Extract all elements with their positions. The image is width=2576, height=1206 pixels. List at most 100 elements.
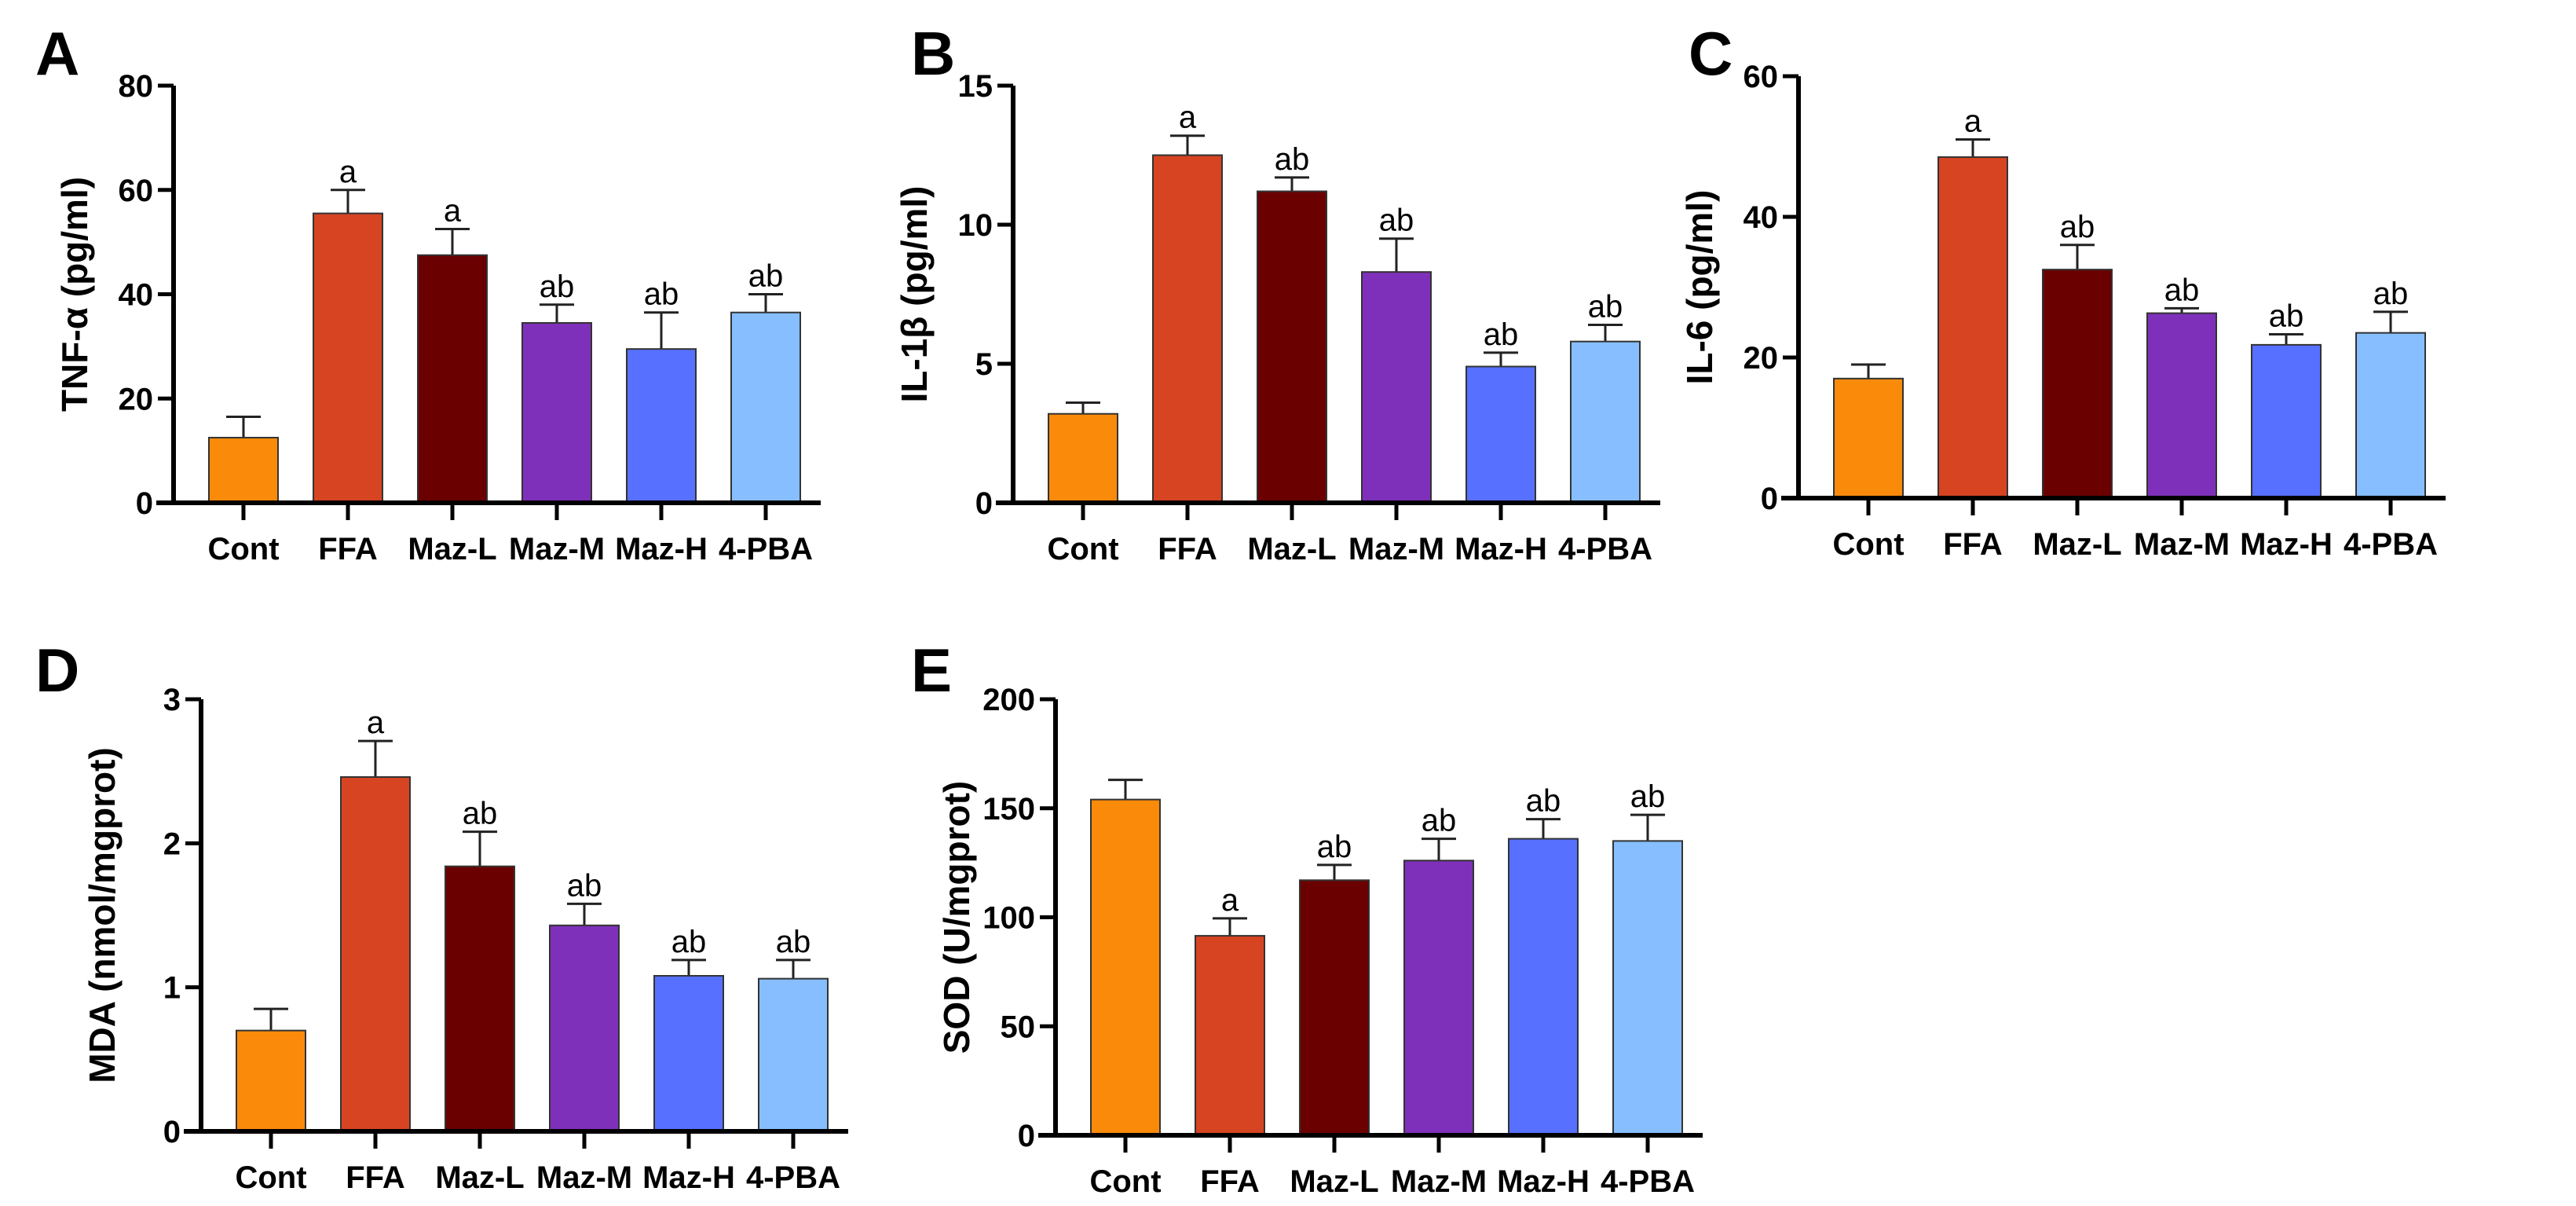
y-axis-title: MDA (nmol/mgprot) bbox=[82, 747, 123, 1083]
x-tick-label: Maz-L bbox=[1290, 1164, 1378, 1199]
bar-ffa bbox=[1195, 935, 1265, 1137]
significance-label: ab bbox=[540, 269, 575, 304]
bar-maz-m bbox=[1403, 860, 1474, 1136]
y-tick-label: 40 bbox=[119, 278, 154, 313]
x-tick-label: Maz-H bbox=[642, 1160, 735, 1195]
y-axis-title: IL-6 (pg/ml) bbox=[1679, 190, 1720, 385]
x-tick-label: Maz-H bbox=[615, 532, 708, 566]
y-tick-label: 100 bbox=[982, 901, 1035, 936]
bar-maz-h bbox=[2251, 343, 2322, 500]
significance-label: ab bbox=[1526, 784, 1561, 819]
panel-label: C bbox=[1689, 19, 1733, 88]
bar-cont bbox=[236, 1029, 306, 1132]
y-tick-label: 1 bbox=[163, 971, 181, 1006]
panel-label: D bbox=[35, 636, 79, 705]
x-tick-label: 4-PBA bbox=[719, 532, 813, 566]
x-tick-label: 4-PBA bbox=[1601, 1164, 1695, 1199]
bar-maz-h bbox=[1465, 365, 1536, 504]
y-tick-label: 80 bbox=[119, 69, 154, 104]
y-tick-label: 20 bbox=[1744, 341, 1779, 376]
x-tick-label: Maz-L bbox=[435, 1160, 524, 1195]
bar-maz-l bbox=[445, 865, 515, 1132]
x-tick-label: Cont bbox=[1047, 532, 1118, 566]
x-tick-label: Maz-H bbox=[1454, 532, 1547, 566]
significance-label: ab bbox=[567, 868, 602, 903]
x-tick-label: Maz-M bbox=[536, 1160, 632, 1195]
panel-label: E bbox=[911, 636, 952, 705]
significance-label: ab bbox=[1317, 830, 1352, 864]
panel-b: B 0 5 10 15 IL-1β (pg/ml) Cont a FFA ab Maz-L ab Maz… bbox=[894, 19, 1660, 566]
significance-label: ab bbox=[776, 925, 811, 959]
y-axis-title: TNF-α (pg/ml) bbox=[54, 177, 95, 412]
significance-label: ab bbox=[1588, 289, 1623, 324]
y-tick-label: 150 bbox=[982, 792, 1035, 827]
x-tick-label: Maz-M bbox=[1391, 1164, 1487, 1199]
x-tick-label: Maz-M bbox=[1348, 532, 1444, 566]
x-tick-label: Maz-M bbox=[509, 532, 605, 566]
x-tick-label: FFA bbox=[346, 1160, 405, 1195]
significance-label: a bbox=[1179, 101, 1197, 135]
y-tick-label: 50 bbox=[1001, 1010, 1036, 1044]
x-tick-label: Cont bbox=[1832, 527, 1904, 562]
significance-label: ab bbox=[1630, 779, 1666, 814]
significance-label: a bbox=[444, 194, 462, 229]
panel-label: B bbox=[911, 19, 955, 88]
y-tick-label: 20 bbox=[119, 382, 154, 416]
significance-label: ab bbox=[2060, 210, 2095, 244]
bar-ffa bbox=[340, 776, 411, 1132]
x-tick-label: FFA bbox=[1200, 1164, 1260, 1199]
bar-4-pba bbox=[2355, 332, 2426, 499]
bar-maz-l bbox=[417, 254, 488, 504]
bar-cont bbox=[208, 437, 279, 504]
bar-maz-h bbox=[626, 348, 697, 504]
bar-maz-l bbox=[1257, 190, 1327, 504]
significance-label: ab bbox=[671, 925, 707, 959]
x-tick-label: Maz-M bbox=[2134, 527, 2230, 562]
x-tick-label: Cont bbox=[207, 532, 279, 566]
bar-ffa bbox=[1937, 156, 2008, 500]
y-axis-title: SOD (U/mgprot) bbox=[936, 781, 977, 1054]
panel-label: A bbox=[35, 19, 79, 88]
significance-label: a bbox=[1221, 883, 1239, 918]
y-tick-label: 60 bbox=[1744, 60, 1779, 94]
y-tick-label: 2 bbox=[163, 827, 181, 861]
x-tick-label: FFA bbox=[1158, 532, 1217, 566]
significance-label: ab bbox=[2373, 277, 2409, 311]
x-tick-label: 4-PBA bbox=[746, 1160, 840, 1195]
bar-maz-m bbox=[521, 322, 592, 504]
significance-label: ab bbox=[748, 259, 784, 294]
y-tick-label: 10 bbox=[958, 208, 993, 243]
bar-ffa bbox=[313, 212, 383, 504]
y-tick-label: 15 bbox=[958, 69, 993, 104]
bar-maz-h bbox=[653, 975, 724, 1132]
bar-4-pba bbox=[730, 311, 801, 504]
y-tick-label: 0 bbox=[1018, 1119, 1035, 1153]
y-tick-label: 0 bbox=[975, 486, 993, 521]
x-tick-label: Maz-L bbox=[2033, 527, 2121, 562]
x-tick-label: Cont bbox=[235, 1160, 306, 1195]
bar-maz-l bbox=[1299, 879, 1370, 1136]
panel-d: D 0 1 2 3 MDA (nmol/mgprot) Cont a FFA ab Maz-L ab M… bbox=[35, 636, 848, 1195]
y-tick-label: 3 bbox=[163, 683, 181, 717]
y-tick-label: 0 bbox=[163, 1115, 181, 1149]
x-tick-label: FFA bbox=[1943, 527, 2003, 562]
significance-label: ab bbox=[644, 277, 679, 312]
x-tick-label: Cont bbox=[1089, 1164, 1161, 1199]
bar-cont bbox=[1048, 412, 1118, 504]
bar-maz-m bbox=[2146, 312, 2217, 499]
panel-c: C 0 20 40 60 IL-6 (pg/ml) Cont a FFA ab Maz-L ab Maz… bbox=[1679, 19, 2446, 562]
bar-4-pba bbox=[1612, 840, 1683, 1136]
significance-label: a bbox=[339, 155, 357, 189]
bar-cont bbox=[1833, 377, 1904, 499]
y-tick-label: 60 bbox=[119, 174, 154, 208]
y-tick-label: 40 bbox=[1744, 200, 1779, 235]
significance-label: ab bbox=[2269, 299, 2304, 333]
significance-label: a bbox=[367, 706, 385, 740]
y-tick-label: 0 bbox=[1761, 482, 1778, 516]
significance-label: ab bbox=[1275, 142, 1310, 177]
x-tick-label: Maz-L bbox=[408, 532, 496, 566]
panel-e: E 0 50 100 150 200 SOD (U/mgprot) Cont a FFA ab Maz… bbox=[911, 636, 1703, 1199]
bar-maz-m bbox=[1361, 271, 1432, 504]
significance-label: ab bbox=[1379, 203, 1414, 238]
